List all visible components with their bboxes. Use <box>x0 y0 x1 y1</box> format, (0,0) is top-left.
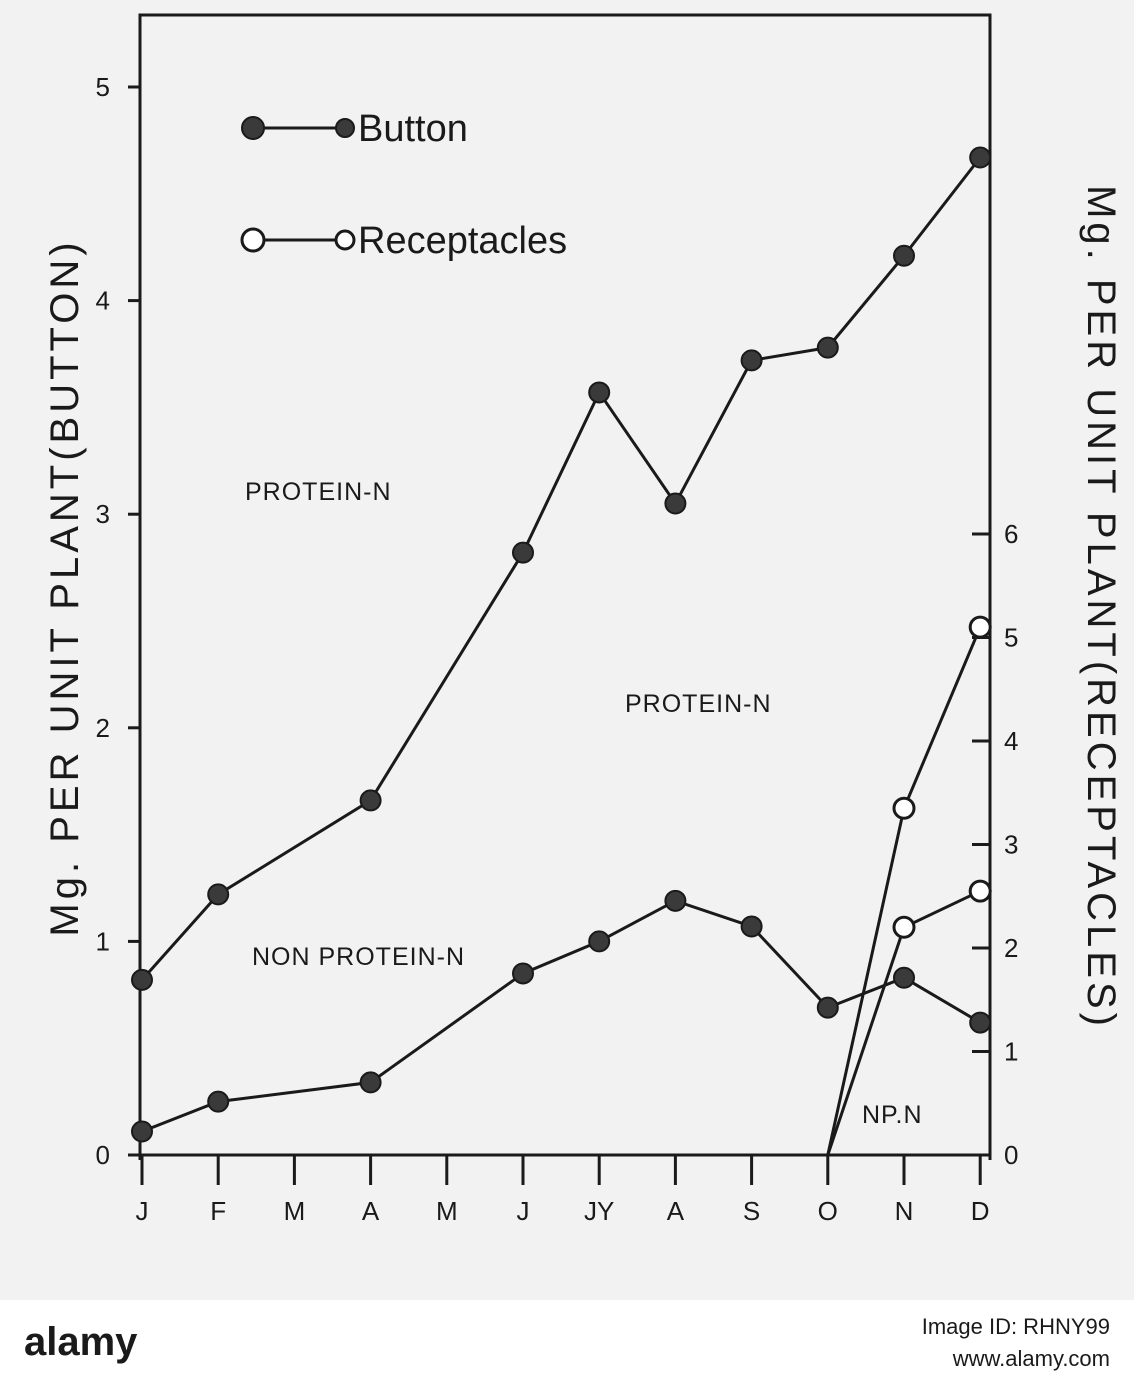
footer-image-id: Image ID: RHNY99 <box>921 1314 1110 1339</box>
data-point <box>512 541 534 564</box>
data-point <box>968 879 992 903</box>
series-line-1 <box>141 899 981 1133</box>
data-point <box>664 492 687 515</box>
x-tick-label: M <box>284 1196 306 1226</box>
legend-marker <box>334 229 356 251</box>
chart-svg: 0 1 2 3 4 5 0 1 2 3 4 5 6 J F M A M J JY A S O N D Mg. PER UNIT P… <box>43 13 1123 1226</box>
right-tick-label: 1 <box>1004 1037 1018 1067</box>
annotation-label: NP.N <box>862 1101 923 1129</box>
left-tick-label: 1 <box>96 926 110 956</box>
right-tick-label: 5 <box>1004 623 1018 653</box>
x-tick-label: J <box>136 1196 149 1226</box>
left-tick-label: 5 <box>96 72 110 102</box>
right-tick-label: 6 <box>1004 519 1018 549</box>
footer-bar: alamy Image ID: RHNY99 www.alamy.com <box>0 1300 1134 1390</box>
data-point <box>969 146 992 169</box>
data-point <box>740 915 763 938</box>
x-tick-label: O <box>818 1196 838 1226</box>
data-point <box>892 796 916 820</box>
chart-axes: 0 1 2 3 4 5 0 1 2 3 4 5 6 J F M A M J JY A S O N D Mg. PER UNIT P… <box>43 13 1123 1226</box>
legend-marker <box>335 118 355 138</box>
data-point <box>893 966 915 989</box>
x-tick-label: JY <box>584 1196 614 1226</box>
chart-annotations: PROTEIN-N PROTEIN-N NON PROTEIN-N NP.N <box>245 478 923 1129</box>
left-axis-title: Mg. PER UNIT PLANT(BUTTON) <box>43 238 87 936</box>
x-tick-label: N <box>895 1196 914 1226</box>
x-tick-label: A <box>362 1196 380 1226</box>
data-point <box>740 349 763 372</box>
data-point <box>816 336 839 359</box>
left-tick-label: 0 <box>96 1140 110 1170</box>
legend-label: Button <box>358 108 468 150</box>
data-point <box>588 381 611 404</box>
x-tick-label: A <box>667 1196 685 1226</box>
chart-series-layer <box>131 146 992 1156</box>
data-point <box>892 915 916 939</box>
footer-logo: alamy <box>24 1320 138 1364</box>
data-point <box>969 1011 992 1034</box>
legend-label: Receptacles <box>358 220 567 262</box>
chart-figure: 0 1 2 3 4 5 0 1 2 3 4 5 6 J F M A M J JY A S O N D Mg. PER UNIT P… <box>0 0 1134 1300</box>
x-tick-label: J <box>517 1196 530 1226</box>
data-point <box>359 1071 382 1094</box>
right-axis-title: Mg. PER UNIT PLANT(RECEPTACLES) <box>1079 185 1123 1030</box>
right-tick-label: 3 <box>1004 830 1018 860</box>
chart-legend: Button Receptacles <box>240 108 567 262</box>
annotation-label: PROTEIN-N <box>625 690 772 718</box>
left-tick-label: 3 <box>96 499 110 529</box>
x-tick-label: M <box>436 1196 458 1226</box>
footer-url: www.alamy.com <box>952 1346 1110 1371</box>
data-point <box>588 930 611 953</box>
data-point <box>893 244 915 267</box>
left-tick-label: 4 <box>96 286 110 316</box>
data-point <box>512 962 534 985</box>
x-tick-label: D <box>971 1196 990 1226</box>
right-tick-label: 2 <box>1004 933 1018 963</box>
data-point <box>816 996 839 1019</box>
annotation-label: PROTEIN-N <box>245 478 392 506</box>
data-point <box>968 615 992 639</box>
annotation-label: NON PROTEIN-N <box>252 943 465 971</box>
plot-frame <box>138 13 992 1160</box>
right-tick-label: 0 <box>1004 1140 1018 1170</box>
right-tick-label: 4 <box>1004 726 1018 756</box>
data-point <box>359 789 382 812</box>
left-tick-label: 2 <box>96 713 110 743</box>
data-point <box>207 883 230 906</box>
series-line-2 <box>826 626 982 1156</box>
x-tick-label: S <box>743 1196 760 1226</box>
legend-marker <box>241 116 265 140</box>
x-tick-label: F <box>210 1196 226 1226</box>
data-point <box>664 889 687 912</box>
data-point <box>207 1090 230 1113</box>
series-line-0 <box>140 156 982 981</box>
data-point <box>131 1120 153 1143</box>
legend-marker <box>240 227 266 253</box>
data-point <box>131 968 153 991</box>
